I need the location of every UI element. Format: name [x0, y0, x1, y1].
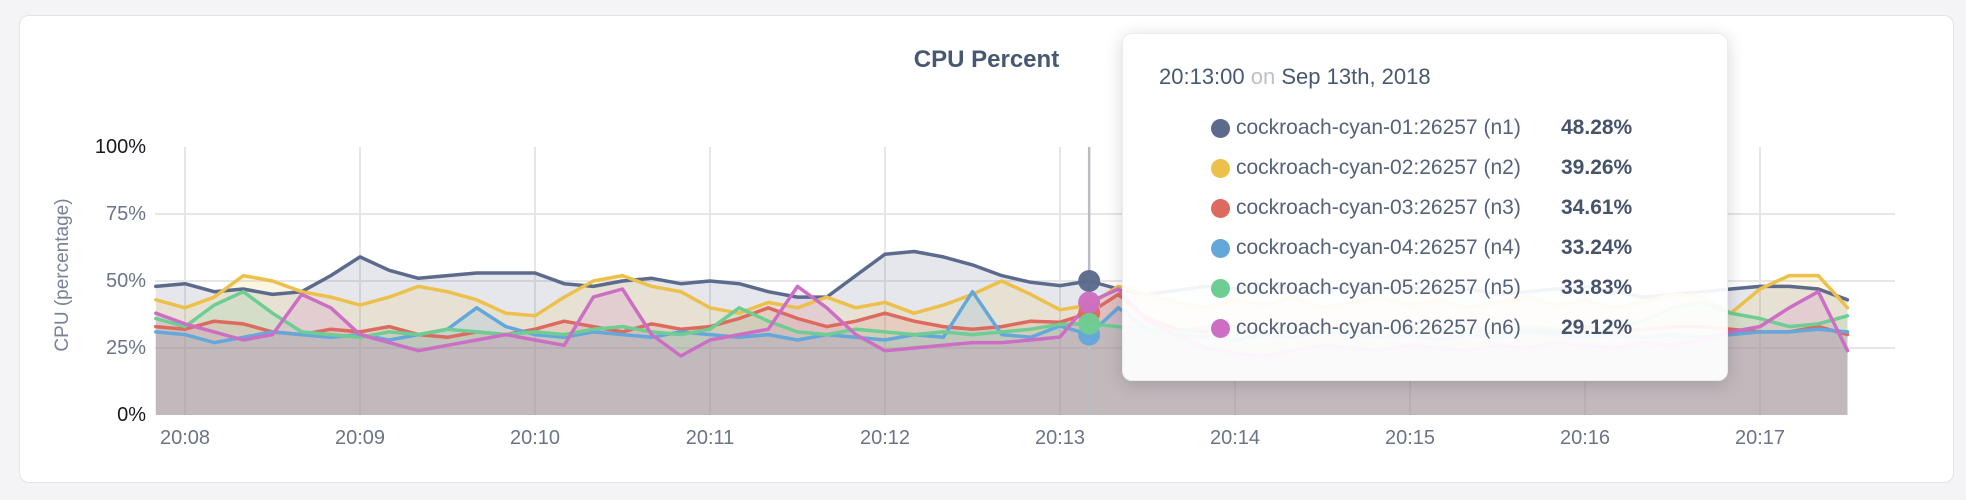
series-color-dot-icon [1211, 318, 1230, 338]
y-tick-label: 50% [105, 270, 146, 292]
tooltip-series-value: 48.28% [1561, 116, 1633, 139]
x-tick-label: 20:17 [1734, 427, 1786, 449]
hover-dot-n5 [1078, 312, 1101, 335]
x-tick-label: 20:15 [1384, 427, 1436, 449]
x-tick-label: 20:16 [1559, 427, 1611, 449]
tooltip-row: cockroach-cyan-02:26257 (n2) 39.26% [1159, 148, 1691, 188]
tooltip-row: cockroach-cyan-03:26257 (n3) 34.61% [1159, 188, 1691, 228]
tooltip-series-name: cockroach-cyan-06:26257 (n6) [1236, 316, 1521, 339]
chart-title: CPU Percent [913, 46, 1060, 73]
tooltip-header: 20:13:00 on Sep 13th, 2018 [1159, 62, 1691, 92]
series-color-dot-icon [1211, 198, 1230, 218]
hover-dot-n6 [1078, 291, 1101, 314]
series-area-n6 [155, 286, 1848, 415]
tooltip-series-value: 34.61% [1561, 196, 1633, 219]
y-tick-label: 0% [117, 404, 146, 426]
tooltip-series-name: cockroach-cyan-01:26257 (n1) [1236, 116, 1521, 139]
series-color-dot-icon [1211, 238, 1230, 258]
x-tick-label: 20:09 [334, 427, 386, 449]
x-tick-label: 20:14 [1209, 427, 1261, 449]
tooltip-row: cockroach-cyan-01:26257 (n1) 48.28% [1159, 108, 1691, 148]
x-tick-label: 20:12 [859, 427, 911, 449]
y-tick-label: 75% [105, 203, 146, 225]
x-tick-label: 20:11 [685, 427, 735, 449]
tooltip-series-value: 29.12% [1561, 316, 1633, 339]
series-color-dot-icon [1211, 118, 1230, 138]
x-tick-label: 20:13 [1034, 427, 1086, 449]
series-color-dot-icon [1211, 158, 1230, 178]
tooltip-series-value: 39.26% [1561, 156, 1633, 179]
tooltip-row: cockroach-cyan-04:26257 (n4) 33.24% [1159, 228, 1691, 268]
tooltip-series-name: cockroach-cyan-02:26257 (n2) [1236, 156, 1521, 179]
tooltip-time: 20:13:00 [1159, 64, 1245, 89]
tooltip-rows: cockroach-cyan-01:26257 (n1) 48.28% cockro… [1159, 108, 1691, 348]
hover-tooltip: 20:13:00 on Sep 13th, 2018 cockroach-cya… [1122, 33, 1728, 381]
tooltip-date: Sep 13th, 2018 [1281, 64, 1431, 89]
tooltip-series-name: cockroach-cyan-05:26257 (n5) [1236, 276, 1521, 299]
x-tick-label: 20:10 [509, 427, 561, 449]
tooltip-row: cockroach-cyan-05:26257 (n5) 33.83% [1159, 268, 1691, 308]
x-tick-label: 20:08 [159, 427, 211, 449]
series-area-n5 [155, 291, 1848, 415]
series-color-dot-icon [1211, 278, 1230, 298]
tooltip-separator: on [1250, 64, 1276, 89]
tooltip-series-name: cockroach-cyan-04:26257 (n4) [1236, 236, 1521, 259]
y-tick-label: 100% [94, 136, 146, 158]
tooltip-series-name: cockroach-cyan-03:26257 (n3) [1236, 196, 1521, 219]
tooltip-series-value: 33.24% [1561, 236, 1633, 259]
y-tick-label: 25% [105, 337, 146, 359]
series-area-n4 [155, 291, 1848, 415]
hover-dot-n1 [1078, 270, 1101, 292]
tooltip-row: cockroach-cyan-06:26257 (n6) 29.12% [1159, 308, 1691, 348]
tooltip-series-value: 33.83% [1561, 276, 1633, 299]
